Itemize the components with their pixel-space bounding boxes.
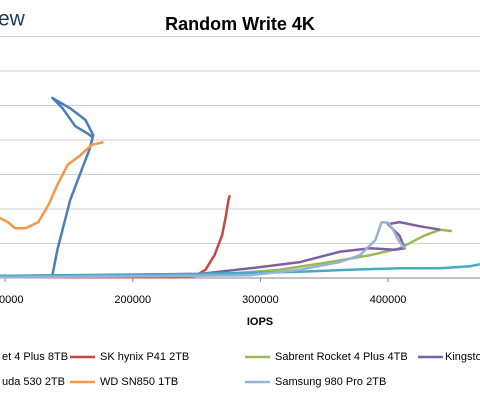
legend-label: Kingsto (445, 351, 480, 363)
legend-label: WD SN850 1TB (100, 376, 178, 388)
legend-label: uda 530 2TB (2, 376, 65, 388)
x-tick-label: 400000 (370, 294, 407, 306)
series-line (0, 220, 441, 278)
legend-label: et 4 Plus 8TB (2, 351, 68, 363)
series-line (0, 262, 480, 278)
series-line (0, 96, 95, 278)
legend-label: SK hynix P41 2TB (100, 351, 189, 363)
legend-label: Samsung 980 Pro 2TB (275, 376, 386, 388)
x-tick-label: 200000 (114, 294, 151, 306)
legend-label: Sabrent Rocket 4 Plus 4TB (275, 351, 408, 363)
x-axis-title: IOPS (247, 316, 273, 328)
series-line (0, 194, 232, 279)
logo: ew (0, 8, 26, 31)
chart-title: Random Write 4K (165, 14, 315, 34)
x-tick-label: 100000 (0, 294, 23, 306)
series-line (0, 140, 104, 230)
x-tick-label: 300000 (242, 294, 279, 306)
series-line (0, 220, 406, 279)
